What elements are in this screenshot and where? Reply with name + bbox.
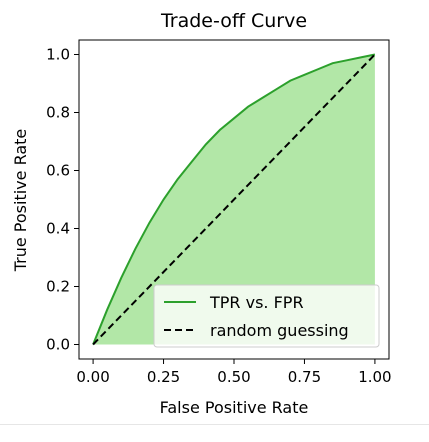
y-tick-label: 1.0 xyxy=(46,46,70,64)
x-tick-label: 0.50 xyxy=(217,368,250,386)
y-axis-label: True Positive Rate xyxy=(11,129,30,273)
x-tick-label: 1.00 xyxy=(358,368,391,386)
x-tick-label: 0.25 xyxy=(147,368,180,386)
legend-label-tpr-vs-fpr: TPR vs. FPR xyxy=(209,293,304,312)
series-line-tpr-vs-fpr xyxy=(92,53,376,345)
y-tick-label: 0.2 xyxy=(46,278,70,296)
y-tick-label: 0.0 xyxy=(46,336,70,354)
legend: TPR vs. FPR random guessing xyxy=(153,284,380,348)
legend-box xyxy=(153,284,380,348)
x-axis-label: False Positive Rate xyxy=(160,398,309,417)
divider xyxy=(0,424,429,425)
plot-area: 0.00 0.25 0.50 0.75 1.00 xyxy=(74,39,392,386)
chart-title: Trade-off Curve xyxy=(160,10,307,32)
y-tick-label: 0.6 xyxy=(46,162,70,180)
y-tick-label: 0.8 xyxy=(46,104,70,122)
legend-label-random-guessing: random guessing xyxy=(210,321,349,340)
series-line-random-guessing xyxy=(92,53,376,346)
y-tick-label: 0.4 xyxy=(46,220,70,238)
x-tick-label: 0.75 xyxy=(288,368,321,386)
x-tick-label: 0.00 xyxy=(76,368,109,386)
